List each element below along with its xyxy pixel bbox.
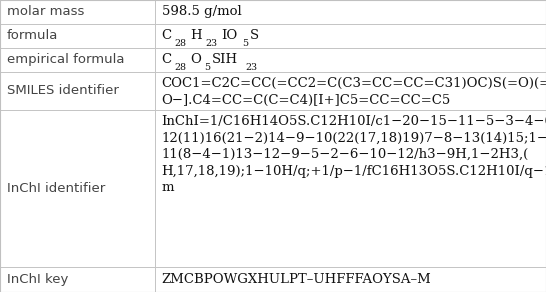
Text: SMILES identifier: SMILES identifier bbox=[7, 84, 118, 97]
Text: IO: IO bbox=[221, 29, 237, 42]
Bar bbox=[155, 24, 546, 48]
Text: molar mass: molar mass bbox=[7, 6, 84, 18]
Text: O: O bbox=[190, 53, 201, 66]
Text: 23: 23 bbox=[205, 39, 217, 48]
Bar bbox=[155, 267, 546, 292]
Text: InChI=1/C16H14O5S.C12H10I/c1−20−15−11−5−3−4−6−
12(11)16(21−2)14−9−10(22(17,18)19: InChI=1/C16H14O5S.C12H10I/c1−20−15−11−5−… bbox=[162, 115, 546, 194]
Text: 5: 5 bbox=[242, 39, 248, 48]
Text: empirical formula: empirical formula bbox=[7, 53, 124, 66]
Text: 23: 23 bbox=[246, 63, 258, 72]
Text: 598.5 g/mol: 598.5 g/mol bbox=[162, 6, 241, 18]
Bar bbox=[155, 0, 546, 24]
Text: SIH: SIH bbox=[212, 53, 238, 66]
Text: 5: 5 bbox=[204, 63, 210, 72]
Text: C: C bbox=[162, 53, 172, 66]
Bar bbox=[0, 110, 155, 267]
Bar bbox=[0, 48, 155, 72]
Text: 28: 28 bbox=[175, 63, 187, 72]
Text: InChI key: InChI key bbox=[7, 273, 68, 286]
Text: S: S bbox=[250, 29, 259, 42]
Text: H: H bbox=[190, 29, 202, 42]
Text: formula: formula bbox=[7, 29, 58, 42]
Bar bbox=[0, 0, 155, 24]
Text: C: C bbox=[162, 29, 172, 42]
Bar bbox=[155, 72, 546, 110]
Bar bbox=[0, 72, 155, 110]
Text: 28: 28 bbox=[175, 39, 187, 48]
Bar bbox=[0, 267, 155, 292]
Bar bbox=[155, 110, 546, 267]
Text: InChI identifier: InChI identifier bbox=[7, 182, 105, 195]
Text: ZMCBPOWGXHULPT–UHFFFAOYSA–M: ZMCBPOWGXHULPT–UHFFFAOYSA–M bbox=[162, 273, 431, 286]
Bar bbox=[155, 48, 546, 72]
Text: COC1=C2C=CC(=CC2=C(C3=CC=CC=C31)OC)S(=O)(=O)[
O−].C4=CC=C(C=C4)[I+]C5=CC=CC=C5: COC1=C2C=CC(=CC2=C(C3=CC=CC=C31)OC)S(=O)… bbox=[162, 77, 546, 107]
Bar bbox=[0, 24, 155, 48]
